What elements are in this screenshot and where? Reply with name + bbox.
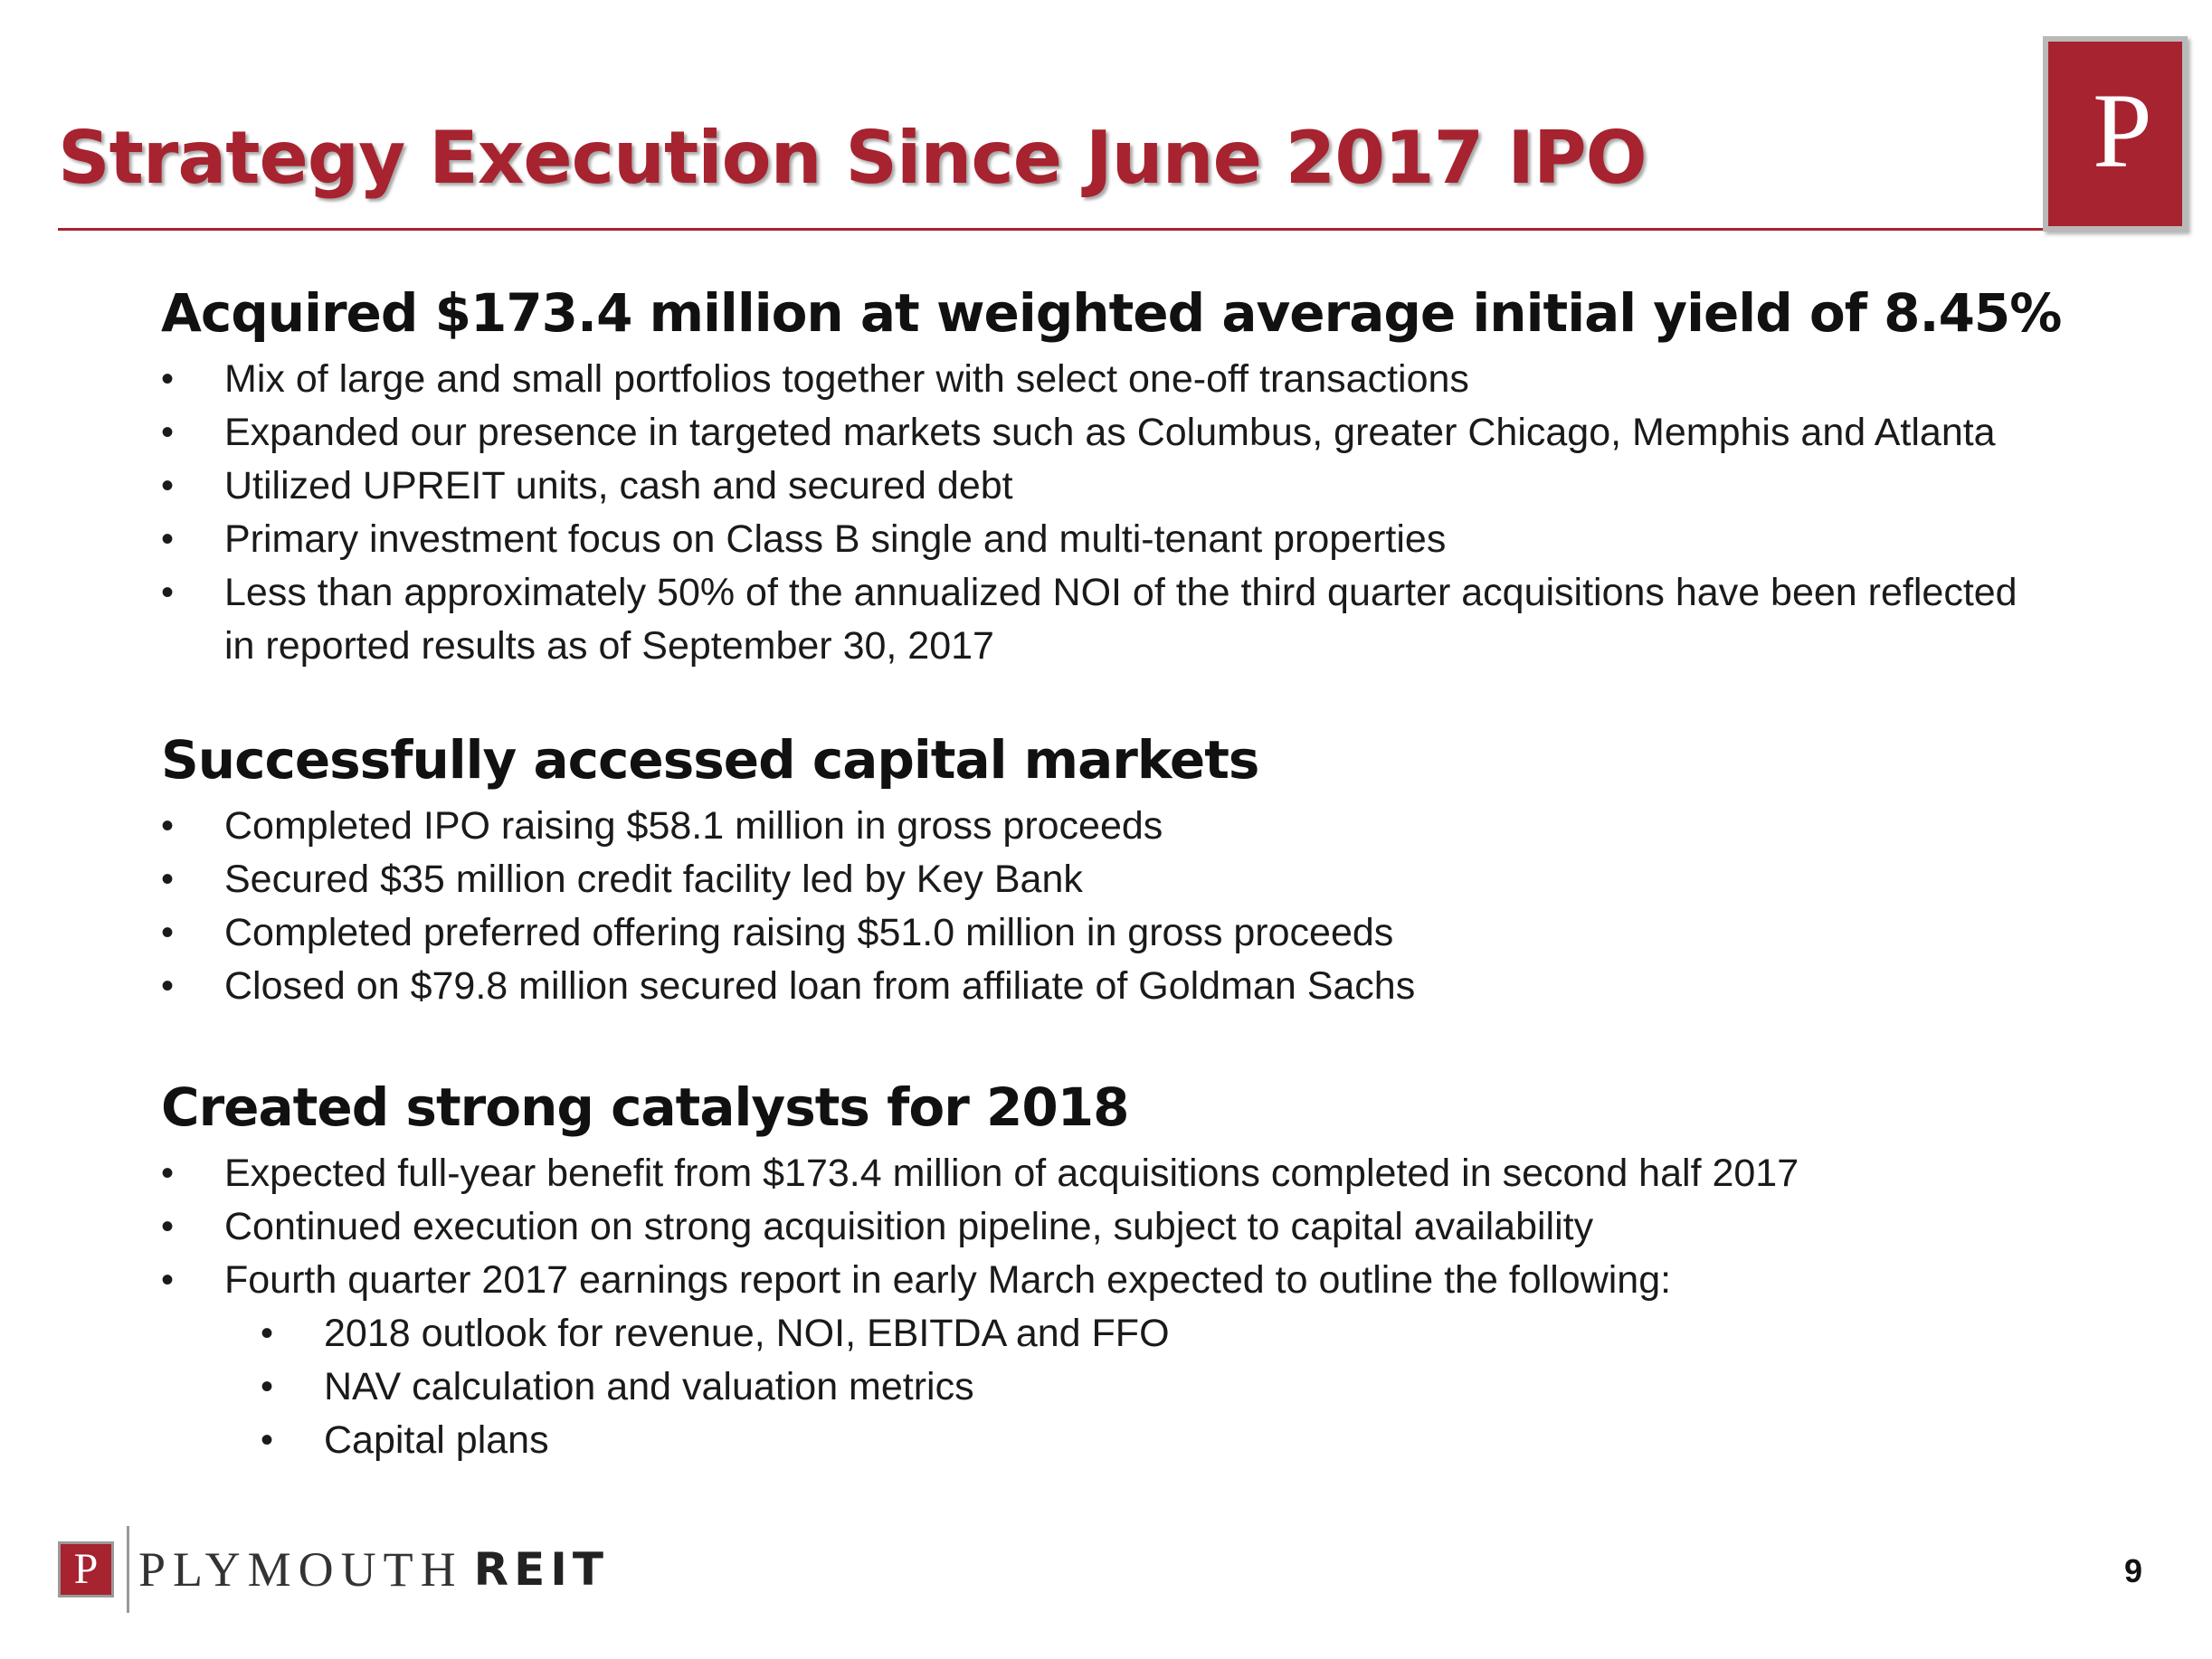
- plymouth-logo-badge: P: [2043, 36, 2188, 232]
- footer-logo-separator: [127, 1526, 129, 1613]
- section-heading: Successfully accessed capital markets: [161, 729, 1259, 791]
- bullet-item: Mix of large and small portfolios togeth…: [161, 353, 2106, 406]
- slide-title: Strategy Execution Since June 2017 IPO: [58, 116, 1647, 200]
- title-divider: [58, 228, 2048, 231]
- bullet-item: Primary investment focus on Class B sing…: [161, 513, 2106, 566]
- footer-company-suffix: REIT: [473, 1543, 609, 1596]
- bullet-list: Mix of large and small portfolios togeth…: [161, 353, 2106, 673]
- bullet-item: Closed on $79.8 million secured loan fro…: [161, 960, 2106, 1013]
- bullet-item: Completed preferred offering raising $51…: [161, 906, 2106, 960]
- sub-bullet-item: NAV calculation and valuation metrics: [161, 1360, 2106, 1414]
- bullet-item: Less than approximately 50% of the annua…: [161, 566, 2052, 673]
- bullet-item: Expected full-year benefit from $173.4 m…: [161, 1147, 2106, 1200]
- bullet-item: Fourth quarter 2017 earnings report in e…: [161, 1254, 2106, 1307]
- logo-letter: P: [2093, 71, 2152, 190]
- page-number: 9: [2124, 1552, 2143, 1589]
- footer-logo-letter: P: [58, 1541, 114, 1597]
- section-heading: Acquired $173.4 million at weighted aver…: [161, 282, 2062, 344]
- footer-company-logo: P PLYMOUTH REIT: [58, 1526, 609, 1613]
- sub-bullet-item: Capital plans: [161, 1414, 2106, 1467]
- bullet-list: Completed IPO raising $58.1 million in g…: [161, 800, 2106, 1013]
- bullet-item: Secured $35 million credit facility led …: [161, 853, 2106, 906]
- section-acquisitions: Acquired $173.4 million at weighted aver…: [161, 282, 2106, 673]
- bullet-item: Expanded our presence in targeted market…: [161, 406, 2106, 460]
- bullet-list: Expected full-year benefit from $173.4 m…: [161, 1147, 2106, 1467]
- bullet-item: Utilized UPREIT units, cash and secured …: [161, 460, 2106, 513]
- section-heading: Created strong catalysts for 2018: [161, 1076, 1129, 1138]
- section-capital-markets: Successfully accessed capital markets Co…: [161, 729, 2106, 1013]
- footer-company-name: PLYMOUTH: [138, 1542, 463, 1597]
- sub-bullet-item: 2018 outlook for revenue, NOI, EBITDA an…: [161, 1307, 2106, 1360]
- bullet-item: Continued execution on strong acquisitio…: [161, 1200, 2106, 1254]
- section-catalysts: Created strong catalysts for 2018 Expect…: [161, 1076, 2106, 1467]
- bullet-item: Completed IPO raising $58.1 million in g…: [161, 800, 2106, 853]
